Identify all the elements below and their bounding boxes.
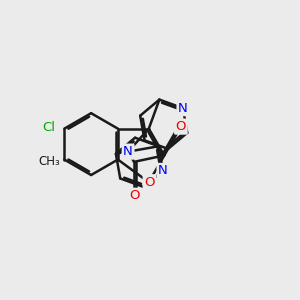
Text: O: O xyxy=(144,176,154,189)
Text: N: N xyxy=(178,102,188,115)
Text: N: N xyxy=(158,164,168,177)
Text: O: O xyxy=(129,189,139,202)
Text: O: O xyxy=(176,120,186,133)
Text: N: N xyxy=(123,145,133,158)
Text: Cl: Cl xyxy=(43,121,56,134)
Text: CH₃: CH₃ xyxy=(38,154,60,167)
